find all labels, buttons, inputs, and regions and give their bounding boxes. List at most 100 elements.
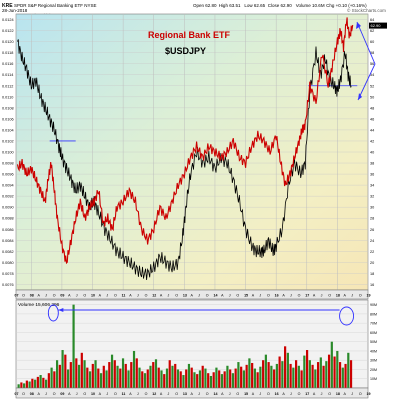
x-tick-label: 14 [213, 294, 217, 298]
volume-bar [262, 360, 265, 388]
right-tick-label: 46 [370, 117, 374, 121]
volume-bar [248, 358, 251, 388]
x-tick-label-bottom: 13 [183, 392, 187, 396]
x-tick-label: 09 [60, 294, 64, 298]
right-tick-label: 50 [370, 95, 374, 99]
x-tick-label: J [45, 294, 47, 298]
volume-tick-label: 80M [370, 312, 377, 316]
volume-bar [39, 375, 42, 388]
volume-bar [275, 363, 278, 388]
left-tick-label: 0.0116 [2, 62, 13, 66]
volume-bar [336, 350, 339, 388]
volume-bar [34, 379, 37, 388]
volume-bar [344, 363, 347, 388]
right-tick-label: 60 [370, 40, 374, 44]
volume-bar [105, 370, 108, 388]
support-lines [49, 85, 358, 142]
volume-circle-2018 [339, 306, 355, 326]
x-tick-label-bottom: 16 [275, 392, 279, 396]
left-tick-label: 0.0078 [2, 272, 14, 276]
volume-bar [204, 368, 207, 388]
x-tick-label-bottom: 17 [305, 392, 309, 396]
stat-high: High 63.51 [219, 3, 241, 8]
volume-bar [322, 365, 325, 388]
x-tick-label: O [359, 294, 362, 298]
right-tick-label: 58 [370, 51, 374, 55]
stat-close: Close 62.90 [268, 3, 293, 8]
x-tick-label: 11 [122, 294, 126, 298]
right-tick-label: 18 [370, 272, 374, 276]
volume-bar [201, 365, 204, 388]
volume-bar [110, 354, 114, 388]
left-tick-label: 0.0102 [2, 139, 14, 143]
price-grid [15, 14, 369, 290]
x-tick-label-bottom: O [359, 392, 362, 396]
x-tick-label: 15 [244, 294, 248, 298]
x-tick-label: 19 [367, 294, 371, 298]
x-tick-label-bottom: A [221, 392, 224, 396]
volume-bar [75, 358, 78, 388]
x-tick-label-bottom: J [137, 392, 139, 396]
x-tick-label: J [321, 294, 323, 298]
x-tick-label-bottom: 18 [336, 392, 340, 396]
volume-circle-2008 [47, 304, 59, 322]
x-tick-label-bottom: 19 [367, 392, 371, 396]
x-tick-label-bottom: O [236, 392, 239, 396]
x-tick-label-bottom: J [106, 392, 108, 396]
x-tick-label: O [22, 294, 25, 298]
volume-bar [143, 373, 147, 388]
x-tick-label-bottom: J [168, 392, 170, 396]
x-tick-label-bottom: O [53, 392, 56, 396]
volume-bar [207, 373, 210, 388]
x-tick-label: J [259, 294, 261, 298]
volume-bar [94, 360, 97, 388]
volume-bar [209, 375, 213, 388]
x-tick-label: A [221, 294, 224, 298]
volume-bar [218, 370, 221, 388]
right-tick-label: 30 [370, 206, 374, 210]
x-tick-label-bottom: A [37, 392, 40, 396]
x-tick-label: A [191, 294, 194, 298]
volume-bar [264, 354, 267, 388]
volume-bar [179, 371, 182, 388]
volume-bar [289, 363, 292, 388]
x-tick-label-bottom: O [267, 392, 270, 396]
series-line-usdjpy [16, 17, 354, 265]
right-tick-label: 34 [370, 184, 374, 188]
volume-bar [121, 358, 125, 388]
x-tick-label-bottom: A [129, 392, 132, 396]
volume-bar [23, 383, 26, 388]
x-tick-label: J [168, 294, 170, 298]
volume-tick-label: 50M [370, 340, 377, 344]
volume-bar [347, 352, 350, 388]
x-tick-label: A [129, 294, 132, 298]
volume-bar [182, 375, 185, 388]
price-stats: Open 62.80 High 63.51 Low 62.65 Close 62.90… [193, 3, 367, 8]
volume-bar [319, 357, 322, 388]
last-price-box [369, 22, 387, 29]
x-tick-label: 07 [15, 294, 19, 298]
x-tick-label: J [290, 294, 292, 298]
x-tick-label-bottom: J [45, 392, 47, 396]
volume-bar [341, 367, 344, 388]
volume-bar [300, 370, 303, 388]
chart-date: 28-Jun-2018 [2, 8, 28, 13]
volume-bar [154, 359, 158, 388]
volume-bar [286, 352, 289, 388]
volume-bar [196, 374, 199, 388]
volume-bar [303, 355, 306, 388]
last-price-label: 62.90 [371, 23, 382, 28]
volume-bar [229, 369, 232, 388]
ticker-label: KRE [2, 3, 13, 9]
volume-bar [157, 367, 160, 388]
volume-bar [234, 368, 237, 388]
volume-bar [53, 371, 56, 388]
x-tick-label: A [282, 294, 285, 298]
x-tick-label: A [37, 294, 40, 298]
left-tick-label: 0.0110 [2, 95, 13, 99]
right-tick-label: 64 [370, 18, 374, 22]
volume-bar [314, 369, 317, 388]
volume-bar [253, 368, 256, 388]
stat-low: Low 62.65 [244, 3, 265, 8]
